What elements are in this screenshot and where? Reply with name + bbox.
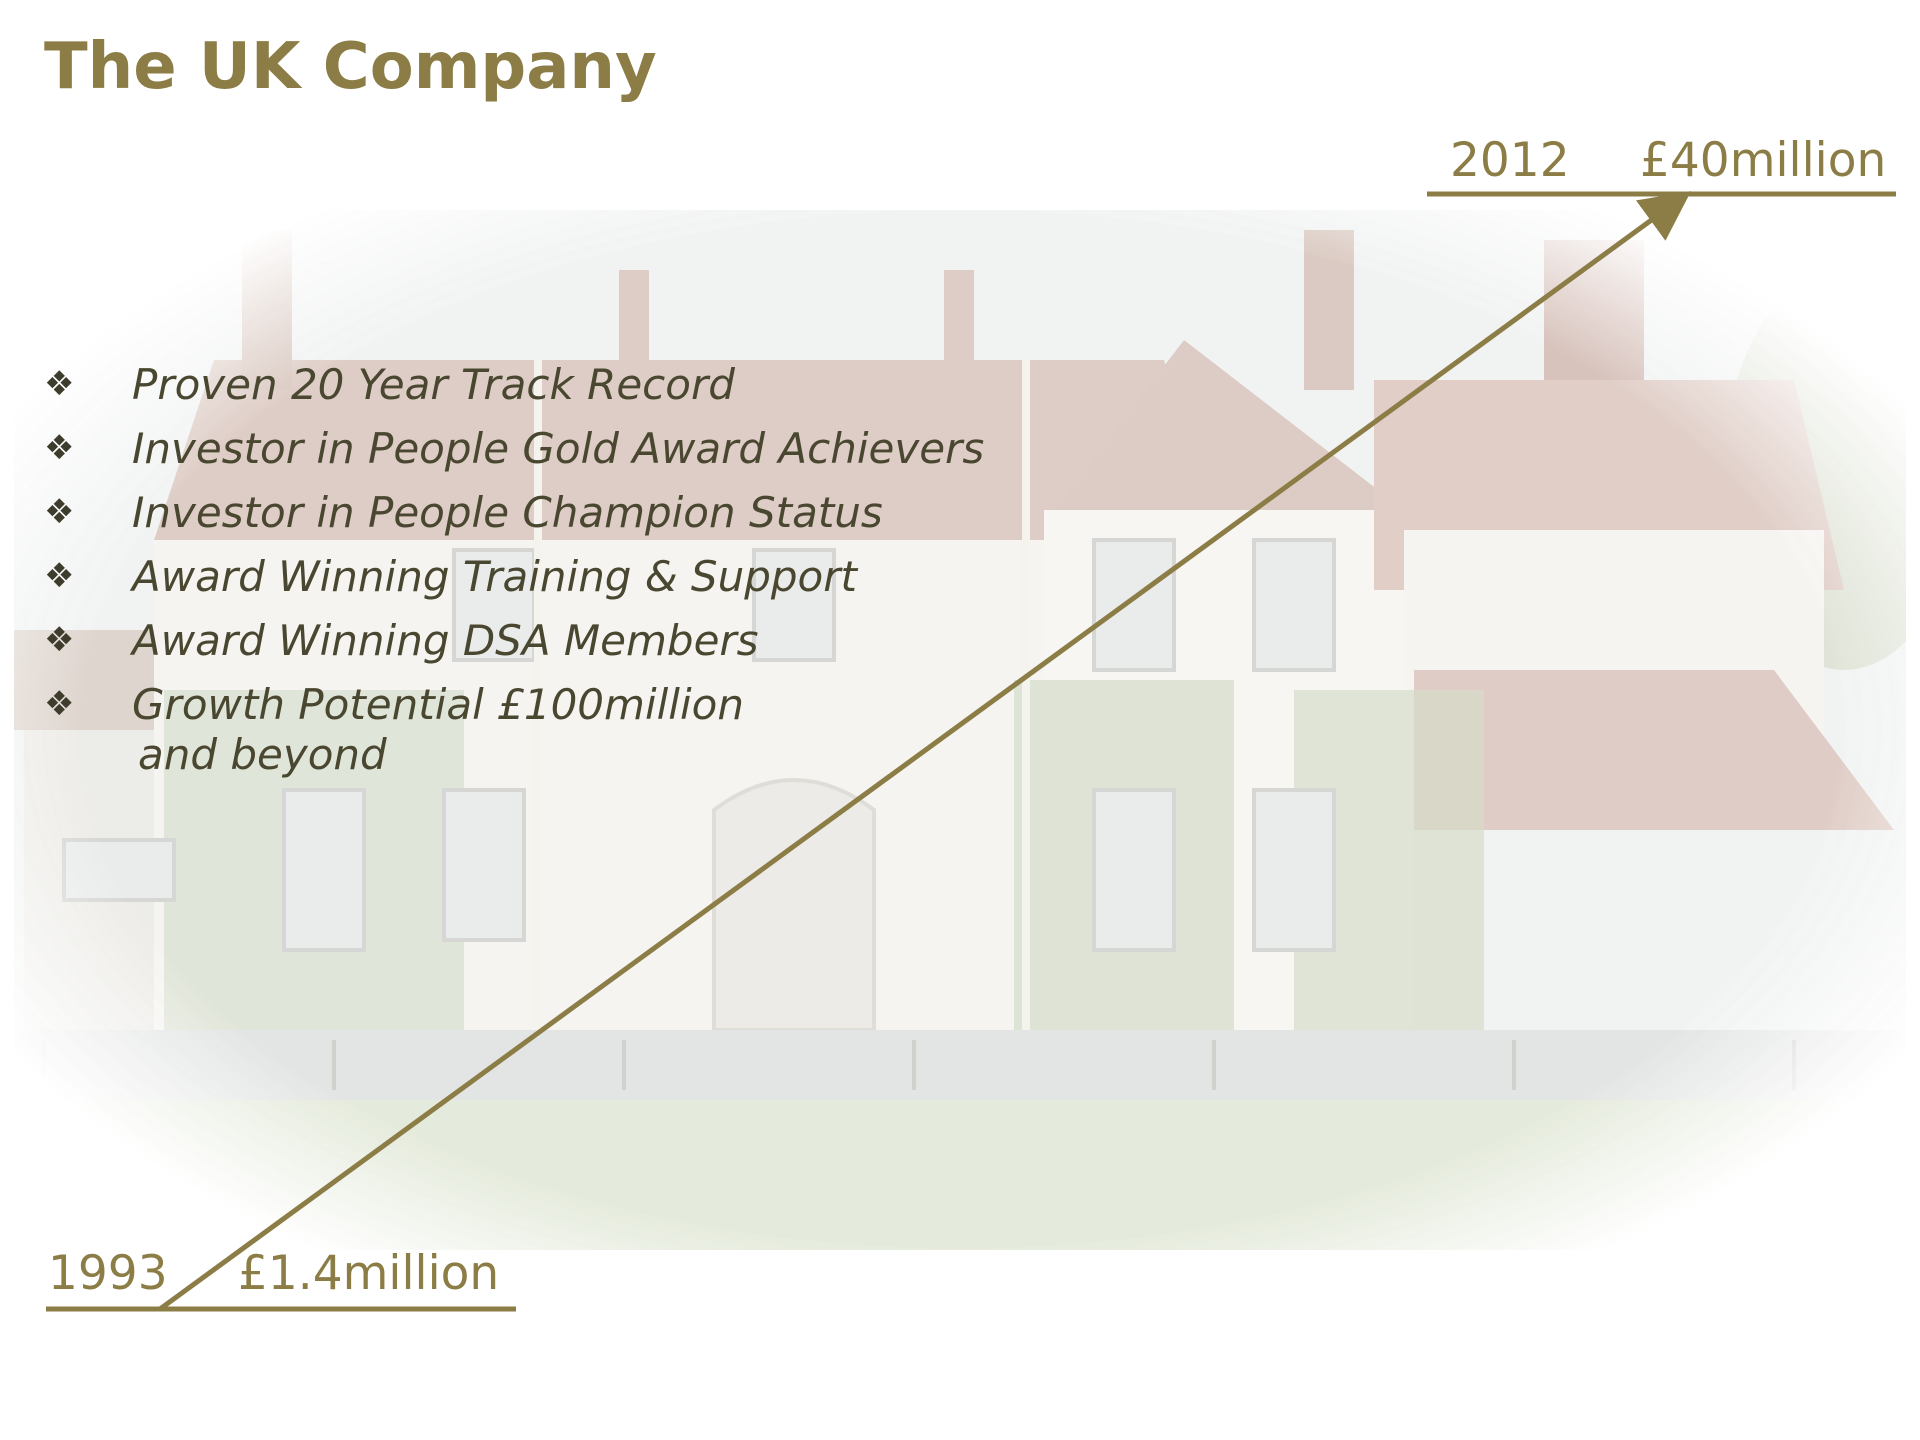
bullet-text: Award Winning Training & Support	[132, 552, 857, 601]
bullet-diamond-icon: ❖	[44, 364, 75, 404]
start-year-label: 1993	[48, 1246, 168, 1301]
bullet-item: ❖ Investor in People Gold Award Achiever…	[44, 424, 984, 488]
bullet-diamond-icon: ❖	[44, 492, 75, 532]
bullet-diamond-icon: ❖	[44, 684, 75, 724]
bullet-item: ❖ Investor in People Champion Status	[44, 488, 984, 552]
end-value-label: £40million	[1640, 133, 1887, 188]
bullet-item: ❖ Award Winning DSA Members	[44, 616, 984, 680]
slide-title: The UK Company	[44, 30, 657, 104]
bullet-diamond-icon: ❖	[44, 428, 75, 468]
end-year-label: 2012	[1450, 133, 1570, 188]
bullet-text: Growth Potential £100million	[132, 680, 744, 729]
start-value-label: £1.4million	[238, 1246, 500, 1301]
bullet-text: Investor in People Champion Status	[132, 488, 883, 537]
bullet-text: Investor in People Gold Award Achievers	[132, 424, 985, 473]
bullet-item: ❖ Growth Potential £100million	[44, 680, 984, 744]
bullet-diamond-icon: ❖	[44, 556, 75, 596]
bullet-diamond-icon: ❖	[44, 620, 75, 660]
bullet-item: ❖ Award Winning Training & Support	[44, 552, 984, 616]
bullet-item: ❖ Proven 20 Year Track Record	[44, 360, 984, 424]
bullet-text: Proven 20 Year Track Record	[132, 360, 735, 409]
bullet-list: ❖ Proven 20 Year Track Record ❖ Investor…	[44, 360, 984, 779]
bullet-text: Award Winning DSA Members	[132, 616, 759, 665]
